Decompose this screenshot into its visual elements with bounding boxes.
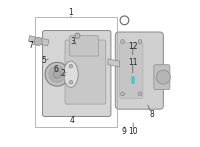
Text: 4: 4	[69, 116, 74, 125]
Circle shape	[53, 70, 61, 78]
Circle shape	[156, 70, 170, 84]
Circle shape	[75, 33, 80, 38]
Text: 6: 6	[53, 65, 58, 74]
FancyBboxPatch shape	[154, 65, 170, 90]
Circle shape	[121, 40, 124, 43]
Circle shape	[138, 40, 142, 43]
FancyBboxPatch shape	[69, 36, 99, 56]
Circle shape	[45, 62, 69, 86]
Circle shape	[69, 65, 73, 68]
Circle shape	[34, 37, 42, 46]
Text: 9: 9	[122, 127, 126, 136]
Circle shape	[69, 81, 73, 84]
FancyBboxPatch shape	[120, 43, 143, 98]
Text: 7: 7	[28, 41, 33, 50]
FancyBboxPatch shape	[115, 32, 163, 109]
Text: 11: 11	[128, 58, 138, 67]
Text: 5: 5	[42, 56, 46, 65]
Circle shape	[121, 92, 124, 96]
Circle shape	[138, 92, 142, 96]
Text: 12: 12	[128, 42, 138, 51]
Text: 8: 8	[149, 110, 154, 119]
Text: 3: 3	[71, 37, 75, 46]
Text: 2: 2	[60, 69, 65, 78]
FancyBboxPatch shape	[42, 31, 111, 116]
Polygon shape	[108, 59, 120, 67]
Polygon shape	[29, 36, 49, 46]
Bar	[35, 17, 117, 127]
Ellipse shape	[64, 61, 78, 87]
FancyBboxPatch shape	[65, 40, 106, 104]
Text: 10: 10	[128, 127, 138, 136]
Circle shape	[49, 66, 65, 82]
Text: 1: 1	[69, 8, 73, 17]
Bar	[131, 76, 134, 83]
